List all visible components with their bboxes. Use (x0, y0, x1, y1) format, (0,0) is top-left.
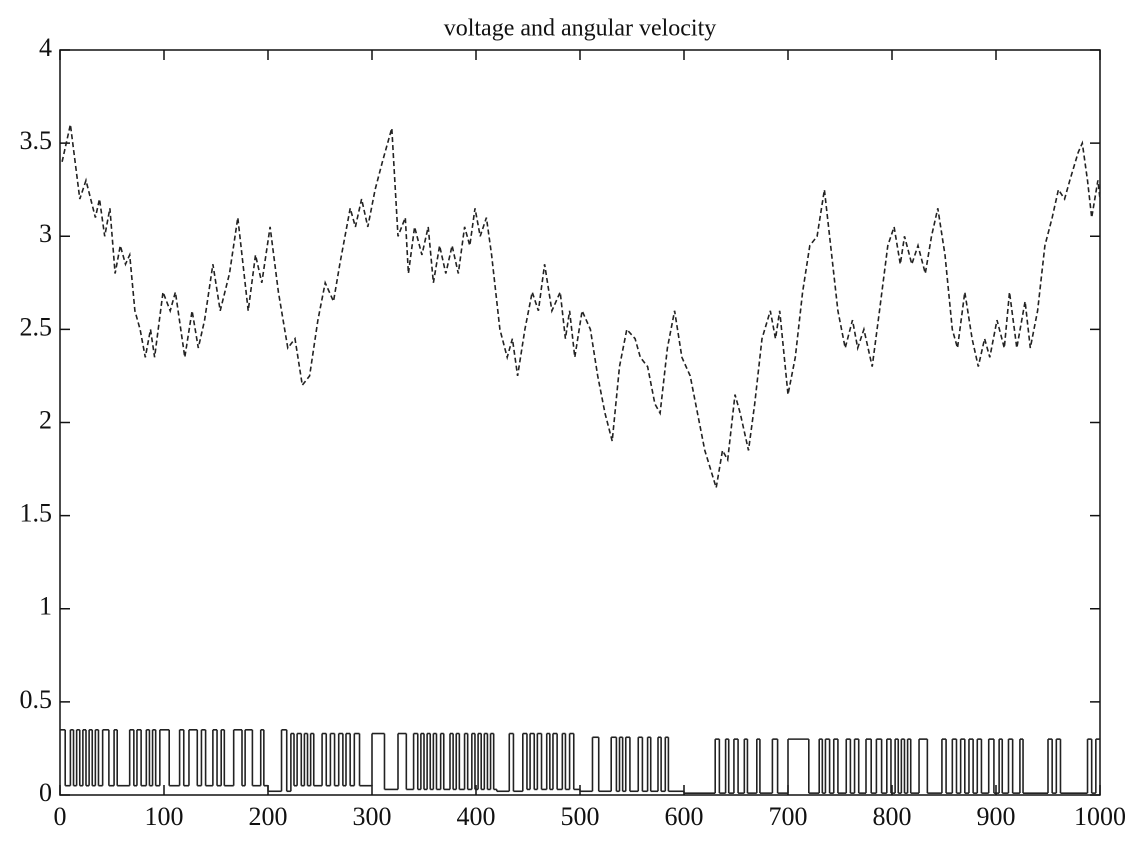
y-tick-label: 4 (39, 33, 52, 62)
chart-title: voltage and angular velocity (444, 16, 717, 42)
x-tick-label: 600 (665, 802, 704, 831)
plot-frame (59, 49, 1101, 796)
y-tick-label: 1 (39, 592, 52, 621)
x-tick-label: 400 (457, 802, 496, 831)
x-tick-label: 700 (769, 802, 808, 831)
x-tick-label: 0 (54, 802, 67, 831)
y-tick-label: 1.5 (20, 499, 53, 528)
x-tick-label: 500 (561, 802, 600, 831)
x-tick-label: 300 (353, 802, 392, 831)
y-tick-label: 0 (39, 778, 52, 807)
x-tick-label: 900 (977, 802, 1016, 831)
y-tick-label: 0.5 (20, 685, 53, 714)
x-tick-label: 800 (873, 802, 912, 831)
x-tick-label: 200 (249, 802, 288, 831)
x-tick-label: 100 (145, 802, 184, 831)
y-tick-label: 3.5 (20, 126, 53, 155)
x-tick-label: 1000 (1074, 802, 1126, 831)
velocity-line (61, 124, 1101, 488)
y-tick-label: 2 (39, 405, 52, 434)
y-tick-label: 2.5 (20, 312, 53, 341)
y-tick-label: 3 (39, 219, 52, 248)
